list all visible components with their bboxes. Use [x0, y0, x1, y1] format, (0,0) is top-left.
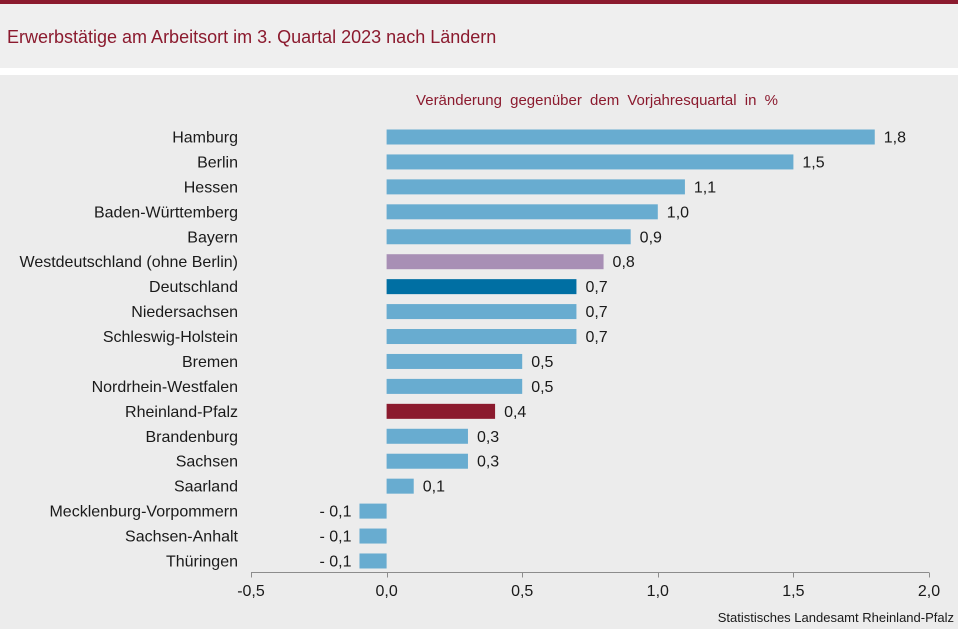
bar-sachsen-anhalt	[359, 528, 387, 544]
x-tick-label: 0,5	[511, 583, 533, 600]
bar-schleswig-holstein	[386, 329, 577, 345]
bar-brandenburg	[386, 428, 468, 444]
category-labels: Hamburg Berlin Hessen Baden-Württemberg Baye…	[20, 130, 239, 571]
value-label-hamburg: 1,8	[884, 130, 906, 147]
category-label-westdeutschland-ohne-berlin: Westdeutschland (ohne Berlin)	[20, 254, 239, 271]
bar-chart: Veränderung gegenüber dem Vorjahresquart…	[20, 92, 941, 600]
category-label-saarland: Saarland	[174, 479, 238, 496]
category-label-berlin: Berlin	[197, 154, 238, 171]
bar-saarland	[386, 478, 414, 494]
value-label-mecklenburg-vorpommern: - 0,1	[319, 504, 351, 521]
value-label-sachsen-anhalt: - 0,1	[319, 529, 351, 546]
category-label-nordrhein-westfalen: Nordrhein-Westfalen	[92, 379, 238, 396]
value-label-deutschland: 0,7	[585, 279, 607, 296]
value-label-schleswig-holstein: 0,7	[585, 329, 607, 346]
category-label-bremen: Bremen	[182, 354, 238, 371]
x-tick-label: -0,5	[237, 583, 265, 600]
x-axis: -0,5 0,0 0,5 1,0 1,5 2,0	[237, 572, 940, 600]
category-label-niedersachsen: Niedersachsen	[131, 304, 238, 321]
bar-hamburg	[386, 129, 875, 145]
category-label-thueringen: Thüringen	[166, 553, 238, 570]
bar-rheinland-pfalz	[386, 403, 496, 419]
value-label-westdeutschland-ohne-berlin: 0,8	[613, 254, 635, 271]
category-label-rheinland-pfalz: Rheinland-Pfalz	[125, 404, 238, 421]
value-label-bremen: 0,5	[531, 354, 553, 371]
value-label-baden-wuerttemberg: 1,0	[667, 204, 689, 221]
bars	[359, 129, 875, 569]
bar-deutschland	[386, 279, 577, 295]
top-accent-bar	[0, 0, 958, 4]
x-tick-label: 0,0	[375, 583, 397, 600]
bar-baden-wuerttemberg	[386, 204, 658, 220]
bar-bremen	[386, 353, 523, 369]
bar-mecklenburg-vorpommern	[359, 503, 387, 519]
category-label-bayern: Bayern	[187, 229, 238, 246]
bar-niedersachsen	[386, 304, 577, 320]
category-label-sachsen-anhalt: Sachsen-Anhalt	[125, 529, 239, 546]
bar-berlin	[386, 154, 794, 170]
bar-westdeutschland-ohne-berlin	[386, 254, 604, 270]
value-label-sachsen: 0,3	[477, 454, 499, 471]
category-label-deutschland: Deutschland	[149, 279, 238, 296]
x-tick-label: 1,0	[647, 583, 669, 600]
category-label-hessen: Hessen	[184, 179, 238, 196]
category-label-brandenburg: Brandenburg	[145, 429, 238, 446]
chart-subtitle: Veränderung gegenüber dem Vorjahresquart…	[416, 92, 778, 109]
bar-sachsen	[386, 453, 468, 469]
bar-hessen	[386, 179, 685, 195]
x-tick-label: 2,0	[918, 583, 940, 600]
value-label-rheinland-pfalz: 0,4	[504, 404, 526, 421]
category-label-hamburg: Hamburg	[172, 130, 238, 147]
value-labels: 1,8 1,5 1,1 1,0 0,9 0,8 0,7 0,7 0,7 0,5 0,5 0,4 0,3 0…	[319, 130, 906, 571]
value-label-brandenburg: 0,3	[477, 429, 499, 446]
source-note: Statistisches Landesamt Rheinland-Pfalz	[717, 610, 954, 625]
category-label-sachsen: Sachsen	[176, 454, 238, 471]
value-label-thueringen: - 0,1	[319, 553, 351, 570]
category-label-schleswig-holstein: Schleswig-Holstein	[103, 329, 238, 346]
page-title: Erwerbstätige am Arbeitsort im 3. Quarta…	[7, 27, 497, 47]
header: Erwerbstätige am Arbeitsort im 3. Quarta…	[0, 4, 958, 68]
value-label-niedersachsen: 0,7	[585, 304, 607, 321]
value-label-bayern: 0,9	[640, 229, 662, 246]
value-label-hessen: 1,1	[694, 179, 716, 196]
value-label-berlin: 1,5	[802, 154, 824, 171]
bar-thueringen	[359, 553, 387, 569]
value-label-nordrhein-westfalen: 0,5	[531, 379, 553, 396]
category-label-baden-wuerttemberg: Baden-Württemberg	[94, 204, 238, 221]
bar-nordrhein-westfalen	[386, 378, 523, 394]
header-divider	[0, 68, 958, 75]
bar-bayern	[386, 229, 631, 245]
value-label-saarland: 0,1	[423, 479, 445, 496]
x-tick-label: 1,5	[782, 583, 804, 600]
category-label-mecklenburg-vorpommern: Mecklenburg-Vorpommern	[49, 504, 238, 521]
